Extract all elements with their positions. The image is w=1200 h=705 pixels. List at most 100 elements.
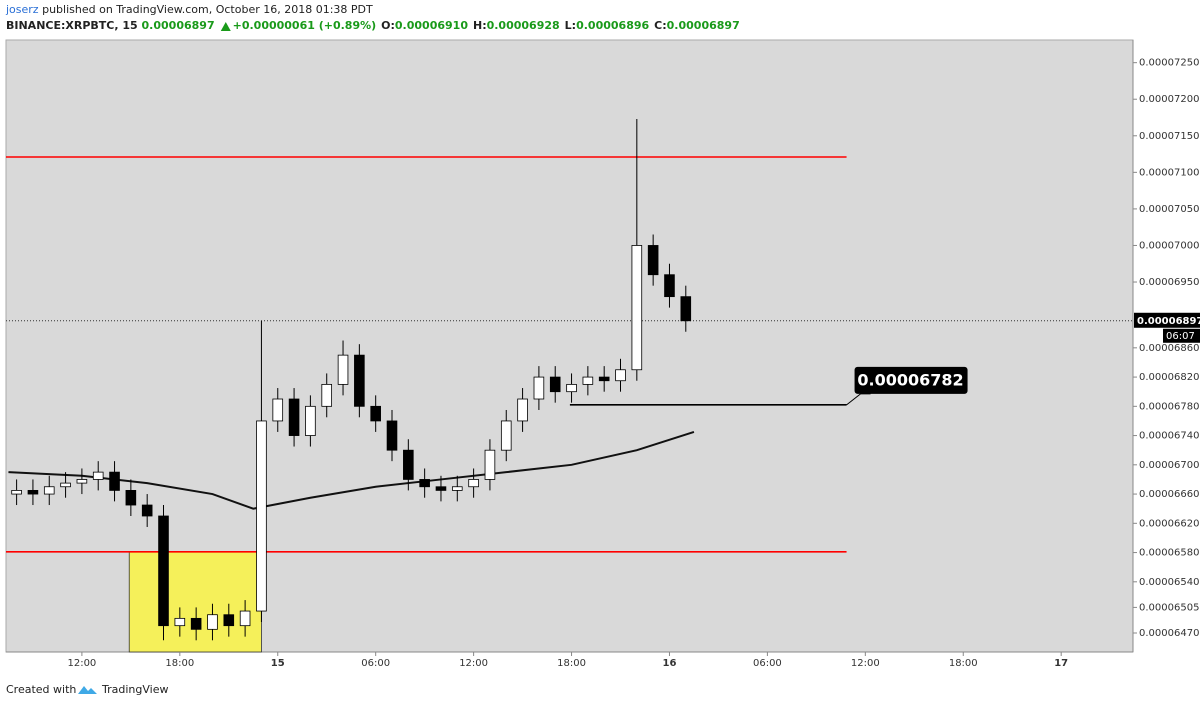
change: +0.00000061 (+0.89%) — [233, 19, 377, 32]
ohlc-key: C: — [654, 19, 666, 32]
y-tick-label: 0.00006860 — [1139, 343, 1199, 354]
ohlc-value: 0.00006897 — [667, 19, 740, 32]
candle-body — [435, 486, 447, 491]
candle-body — [109, 471, 120, 491]
x-tick-label: 16 — [663, 658, 677, 669]
symbol: BINANCE:XRPBTC, 15 — [6, 19, 138, 32]
y-tick-label: 0.00006660 — [1139, 489, 1199, 500]
candle-body — [337, 354, 349, 385]
footer-brand[interactable]: TradingView — [101, 683, 168, 696]
candle-body — [43, 486, 55, 495]
footer-created: Created with — [6, 683, 76, 696]
candle-body — [125, 490, 137, 506]
y-tick-label: 0.00006580 — [1139, 548, 1199, 559]
x-tick-label: 18:00 — [557, 658, 586, 669]
candle-body — [190, 617, 202, 630]
y-tick-label: 0.00006950 — [1139, 277, 1199, 288]
candle-body — [158, 515, 169, 627]
x-tick-label: 17 — [1054, 658, 1068, 669]
candle-body — [451, 486, 463, 491]
y-tick-label: 0.00006540 — [1139, 577, 1199, 588]
x-tick-label: 12:00 — [67, 658, 96, 669]
candle-body — [500, 420, 512, 451]
candle-body — [566, 383, 577, 393]
candle-body — [468, 479, 479, 488]
candle-body — [647, 245, 659, 276]
candle-body — [517, 398, 528, 422]
candle-body — [223, 614, 235, 627]
candle-body — [60, 482, 71, 488]
price-axis — [1133, 40, 1200, 652]
ohlc-key: O: — [381, 19, 395, 32]
ohlc-key: H: — [473, 19, 487, 32]
symbol-line: BINANCE:XRPBTC, 15 0.00006897 +0.00000061… — [6, 19, 740, 32]
candle-body — [598, 376, 610, 382]
tv-logo — [78, 686, 97, 694]
candle-body — [419, 479, 430, 488]
author[interactable]: joserz — [5, 3, 39, 16]
candle-body — [256, 420, 267, 612]
countdown-box — [1163, 328, 1200, 343]
candle-body — [239, 610, 251, 627]
y-tick-label: 0.00006820 — [1139, 372, 1199, 383]
candle-body — [92, 471, 104, 480]
x-tick-label: 06:00 — [753, 658, 782, 669]
y-tick-label: 0.00006780 — [1139, 401, 1199, 412]
y-tick-label: 0.00006700 — [1139, 460, 1199, 471]
candle-body — [533, 376, 545, 400]
x-tick-label: 12:00 — [459, 658, 488, 669]
level-label: 0.00006782 — [857, 370, 963, 389]
level-callout-box — [854, 366, 968, 394]
ohlc-value: 0.00006896 — [576, 19, 649, 32]
y-tick-label: 0.00006470 — [1139, 628, 1199, 639]
header-line: joserz published on TradingView.com, Oct… — [5, 3, 373, 16]
candle-body — [370, 405, 381, 422]
price: 0.00006897 — [142, 19, 215, 32]
plot-area — [5, 39, 1134, 653]
x-tick-label: 18:00 — [165, 658, 194, 669]
last-price-box — [1134, 312, 1200, 328]
y-tick-label: 0.00006505 — [1139, 602, 1199, 613]
candle-body — [631, 245, 643, 371]
candle-body — [288, 398, 300, 436]
published: published on TradingView.com, October 16… — [42, 3, 373, 16]
candle-body — [207, 614, 218, 630]
x-tick-label: 15 — [271, 658, 285, 669]
x-tick-label: 18:00 — [949, 658, 978, 669]
x-tick-label: 12:00 — [851, 658, 880, 669]
y-tick-label: 0.00007000 — [1139, 240, 1199, 251]
candle-body — [664, 274, 675, 298]
candle-body — [354, 354, 365, 407]
candle-body — [321, 383, 333, 407]
candle-body — [305, 405, 316, 436]
candle-body — [27, 490, 39, 495]
candle-body — [11, 490, 22, 495]
candle-body — [272, 398, 284, 422]
candle-body — [680, 296, 692, 322]
change-arrow — [220, 22, 231, 31]
candle-body — [76, 479, 88, 484]
candle-body — [582, 376, 594, 385]
y-tick-label: 0.00007150 — [1139, 131, 1199, 142]
moving-average — [8, 430, 695, 510]
last-price-label: 0.00006897 — [1137, 316, 1200, 327]
y-tick-label: 0.00007100 — [1139, 167, 1199, 178]
candle-body — [174, 617, 186, 627]
candle-body — [403, 449, 414, 480]
y-tick-label: 0.00006740 — [1139, 431, 1199, 442]
ohlc-value: 0.00006910 — [395, 19, 468, 32]
candle-body — [615, 369, 626, 382]
countdown: 06:07 — [1166, 331, 1195, 342]
highlight-box — [128, 551, 262, 653]
y-tick-label: 0.00006620 — [1139, 518, 1199, 529]
candle-body — [484, 449, 496, 480]
y-tick-label: 0.00007050 — [1139, 204, 1199, 215]
y-tick-label: 0.00007250 — [1139, 58, 1199, 69]
footer: Created with TradingView — [6, 683, 168, 696]
ohlc-key: L: — [565, 19, 576, 32]
ohlc-value: 0.00006928 — [487, 19, 560, 32]
candle-body — [141, 504, 153, 517]
candle-body — [386, 420, 398, 451]
x-tick-label: 06:00 — [361, 658, 390, 669]
